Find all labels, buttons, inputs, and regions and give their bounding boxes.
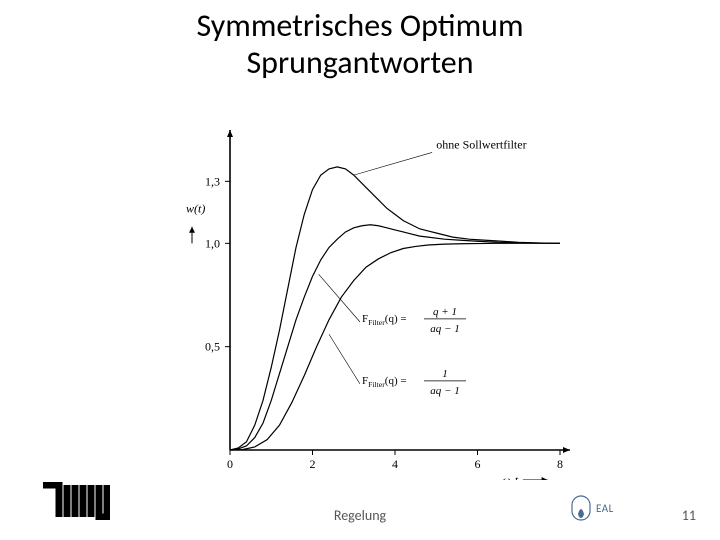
svg-text:ohne Sollwertfilter: ohne Sollwertfilter [436, 137, 526, 151]
svg-text:ωdt: ωdt [502, 473, 518, 480]
svg-text:w(t): w(t) [186, 201, 205, 215]
page-number: 11 [682, 507, 696, 524]
svg-text:1: 1 [442, 368, 448, 380]
svg-text:0: 0 [227, 457, 233, 471]
svg-text:FFilter(q) =: FFilter(q) = [362, 375, 407, 389]
svg-text:6: 6 [475, 457, 481, 471]
svg-text:q + 1: q + 1 [433, 306, 457, 318]
svg-text:0,5: 0,5 [205, 340, 220, 354]
footer-label: Regelung [0, 507, 720, 524]
slide-title: Symmetrisches Optimum Sprungantworten [0, 8, 720, 82]
svg-text:aq − 1: aq − 1 [430, 385, 459, 397]
svg-text:1,3: 1,3 [205, 174, 220, 188]
chart-svg: 0 2 4 6 8 0,5 1,0 1,3w(t) ωdt ohne Sollwertfilter… [160, 120, 580, 480]
slide: Symmetrisches Optimum Sprungantworten 0 2… [0, 0, 720, 540]
svg-text:aq − 1: aq − 1 [430, 323, 459, 335]
svg-text:1,0: 1,0 [205, 236, 220, 250]
step-response-chart: 0 2 4 6 8 0,5 1,0 1,3w(t) ωdt ohne Sollwertfilter… [160, 120, 580, 480]
svg-text:4: 4 [392, 457, 398, 471]
svg-text:8: 8 [557, 457, 563, 471]
svg-text:FFilter(q) =: FFilter(q) = [362, 313, 407, 327]
svg-text:2: 2 [310, 457, 316, 471]
title-line-2: Sprungantworten [246, 43, 473, 82]
title-line-1: Symmetrisches Optimum [196, 6, 523, 45]
